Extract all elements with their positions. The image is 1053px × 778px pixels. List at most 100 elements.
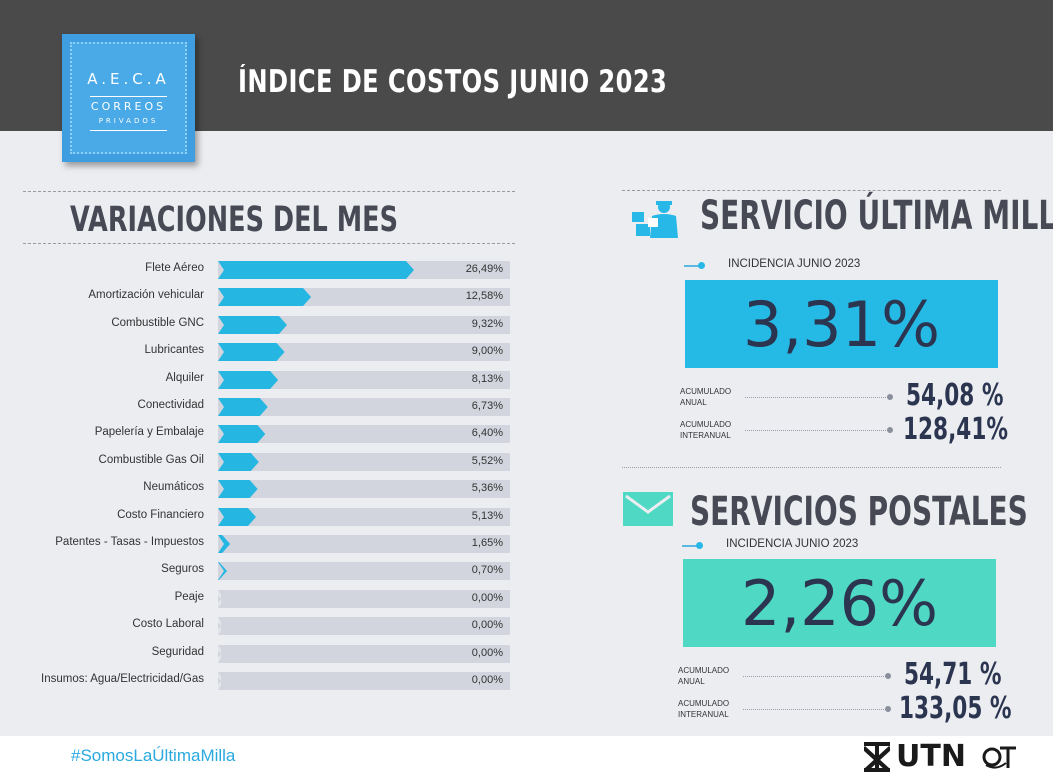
row-bar xyxy=(218,425,265,443)
section-divider xyxy=(23,191,515,192)
row-track xyxy=(218,398,510,416)
leader-dot xyxy=(887,394,893,400)
row-label: Papelería y Embalaje xyxy=(94,426,204,438)
section-divider xyxy=(622,467,1001,468)
row-value: 8,13% xyxy=(471,373,503,385)
leader-dot xyxy=(885,673,891,679)
row-track xyxy=(218,617,510,635)
acumulado-interanual-label: ACUMULADO INTERANUAL xyxy=(678,699,730,719)
variaciones-title: VARIACIONES DEL MES xyxy=(70,200,398,240)
logo-stamp: A.E.C.A CORREOS PRIVADOS xyxy=(70,42,187,154)
incidencia-value-box: 3,31% xyxy=(685,280,998,368)
row-value: 9,00% xyxy=(471,345,503,357)
row-value: 1,65% xyxy=(471,537,503,549)
row-value: 5,13% xyxy=(471,510,503,522)
row-bar xyxy=(218,316,287,334)
postales-title: SERVICIOS POSTALES xyxy=(690,489,1028,535)
delivery-person-icon xyxy=(632,200,680,243)
row-value: 26,49% xyxy=(465,263,503,275)
logo-correos-text: CORREOS xyxy=(90,100,167,113)
row-value: 9,32% xyxy=(471,318,503,330)
legend-dot xyxy=(698,262,705,269)
row-label: Combustible Gas Oil xyxy=(98,454,204,466)
utn-text: UTN xyxy=(896,739,966,774)
dotted-leader xyxy=(745,397,890,398)
row-track xyxy=(218,480,510,498)
acumulado-anual-label: ACUMULADO ANUAL xyxy=(678,666,730,686)
incidencia-label: INCIDENCIA JUNIO 2023 xyxy=(728,258,861,270)
row-track xyxy=(218,590,510,608)
row-label: Conectividad xyxy=(137,399,204,411)
row-bar xyxy=(218,480,258,498)
row-bar xyxy=(218,261,414,279)
row-bar xyxy=(218,371,278,389)
logo-divider-bottom xyxy=(90,130,167,131)
logo-divider xyxy=(90,96,167,97)
row-label: Combustible GNC xyxy=(111,317,204,329)
row-value: 0,00% xyxy=(471,619,503,631)
envelope-icon xyxy=(623,492,673,531)
incidencia-value-box: 2,26% xyxy=(683,559,996,647)
row-bar xyxy=(218,343,285,361)
leader-dot xyxy=(887,427,893,433)
row-value: 0,00% xyxy=(471,647,503,659)
row-track xyxy=(218,535,510,553)
dotted-leader xyxy=(745,430,890,431)
row-bar xyxy=(218,288,311,306)
leader-dot xyxy=(885,706,891,712)
row-label: Patentes - Tasas - Impuestos xyxy=(55,536,204,548)
row-label: Flete Aéreo xyxy=(145,262,204,274)
ultima-milla-title: SERVICIO ÚLTIMA MILLA xyxy=(700,193,1053,239)
legend-dot xyxy=(696,542,703,549)
row-value: 0,70% xyxy=(471,564,503,576)
row-value: 5,36% xyxy=(471,482,503,494)
row-label: Alquiler xyxy=(165,372,204,384)
utn-logo: UTN xyxy=(864,739,1018,774)
logo-aeca-text: A.E.C.A xyxy=(87,70,170,88)
acumulado-anual-value: 54,71 % xyxy=(904,657,1002,692)
section-divider xyxy=(622,190,1001,191)
row-track xyxy=(218,508,510,526)
row-label: Peaje xyxy=(174,591,204,603)
row-value: 0,00% xyxy=(471,674,503,686)
row-value: 5,52% xyxy=(471,455,503,467)
row-bar xyxy=(218,453,259,471)
row-label: Costo Laboral xyxy=(132,618,204,630)
row-track xyxy=(218,672,510,690)
acumulado-interanual-value: 133,05 % xyxy=(899,691,1012,726)
row-bar xyxy=(218,508,256,526)
row-bar xyxy=(218,398,268,416)
row-label: Neumáticos xyxy=(143,481,204,493)
row-track xyxy=(218,371,510,389)
legend-line xyxy=(682,545,702,547)
row-label: Amortización vehicular xyxy=(88,289,204,301)
row-label: Seguros xyxy=(161,563,204,575)
section-divider xyxy=(23,243,515,244)
row-track xyxy=(218,425,510,443)
dotted-leader xyxy=(743,676,888,677)
row-label: Lubricantes xyxy=(144,344,204,356)
row-value: 12,58% xyxy=(465,290,503,302)
row-track xyxy=(218,453,510,471)
row-label: Insumos: Agua/Electricidad/Gas xyxy=(41,673,204,685)
incidencia-label: INCIDENCIA JUNIO 2023 xyxy=(726,538,859,550)
faculty-emblem-icon xyxy=(982,746,1016,769)
aeca-logo: A.E.C.A CORREOS PRIVADOS xyxy=(62,34,195,162)
row-value: 6,40% xyxy=(471,427,503,439)
acumulado-anual-value: 54,08 % xyxy=(906,378,1004,413)
page-title: ÍNDICE DE COSTOS JUNIO 2023 xyxy=(238,64,668,100)
row-value: 0,00% xyxy=(471,592,503,604)
row-value: 6,73% xyxy=(471,400,503,412)
legend-line xyxy=(684,265,704,267)
acumulado-anual-label: ACUMULADO ANUAL xyxy=(680,387,732,407)
row-track xyxy=(218,343,510,361)
logo-privados-text: PRIVADOS xyxy=(98,117,159,125)
utn-emblem-icon xyxy=(864,741,890,772)
acumulado-interanual-value: 128,41% xyxy=(903,412,1008,447)
hashtag: #SomosLaÚltimaMilla xyxy=(71,746,236,765)
row-label: Seguridad xyxy=(151,646,204,658)
row-track xyxy=(218,316,510,334)
row-label: Costo Financiero xyxy=(117,509,204,521)
acumulado-interanual-label: ACUMULADO INTERANUAL xyxy=(680,420,732,440)
dotted-leader xyxy=(743,709,888,710)
